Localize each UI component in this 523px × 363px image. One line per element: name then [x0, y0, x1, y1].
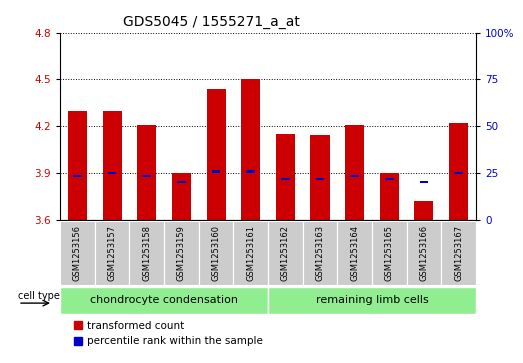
Text: GSM1253162: GSM1253162: [281, 225, 290, 281]
Bar: [449, 123, 468, 220]
Bar: [73, 175, 82, 177]
Bar: [385, 178, 394, 180]
Text: GSM1253165: GSM1253165: [385, 225, 394, 281]
Text: GSM1253163: GSM1253163: [315, 225, 324, 281]
Text: GDS5045 / 1555271_a_at: GDS5045 / 1555271_a_at: [122, 15, 299, 29]
Text: chondrocyte condensation: chondrocyte condensation: [90, 295, 238, 305]
Bar: [60, 287, 268, 314]
Bar: [337, 221, 372, 285]
Bar: [95, 221, 129, 285]
Bar: [164, 221, 199, 285]
Text: GSM1253156: GSM1253156: [73, 225, 82, 281]
Legend: transformed count, percentile rank within the sample: transformed count, percentile rank withi…: [74, 321, 263, 346]
Bar: [268, 287, 476, 314]
Bar: [276, 134, 295, 220]
Bar: [414, 201, 434, 220]
Bar: [441, 221, 476, 285]
Bar: [68, 111, 87, 220]
Bar: [137, 125, 156, 220]
Bar: [233, 221, 268, 285]
Bar: [241, 79, 260, 220]
Bar: [172, 173, 191, 220]
Bar: [60, 221, 95, 285]
Text: GSM1253166: GSM1253166: [419, 225, 428, 281]
Text: GSM1253167: GSM1253167: [454, 225, 463, 281]
Bar: [350, 175, 359, 177]
Bar: [142, 175, 151, 177]
Bar: [103, 111, 122, 220]
Text: GSM1253164: GSM1253164: [350, 225, 359, 281]
Bar: [207, 89, 225, 220]
Text: GSM1253159: GSM1253159: [177, 225, 186, 281]
Bar: [212, 170, 220, 172]
Bar: [246, 170, 255, 172]
Bar: [345, 125, 364, 220]
Bar: [454, 172, 463, 174]
Bar: [316, 178, 324, 180]
Bar: [407, 221, 441, 285]
Bar: [268, 221, 303, 285]
Bar: [129, 221, 164, 285]
Bar: [419, 181, 428, 183]
Text: GSM1253160: GSM1253160: [212, 225, 221, 281]
Bar: [199, 221, 233, 285]
Text: remaining limb cells: remaining limb cells: [315, 295, 428, 305]
Text: GSM1253161: GSM1253161: [246, 225, 255, 281]
Text: GSM1253158: GSM1253158: [142, 225, 151, 281]
Text: cell type: cell type: [18, 291, 60, 301]
Bar: [177, 181, 186, 183]
Bar: [372, 221, 407, 285]
Bar: [281, 178, 290, 180]
Bar: [311, 135, 329, 220]
Text: GSM1253157: GSM1253157: [108, 225, 117, 281]
Bar: [380, 173, 399, 220]
Bar: [303, 221, 337, 285]
Bar: [108, 172, 117, 174]
